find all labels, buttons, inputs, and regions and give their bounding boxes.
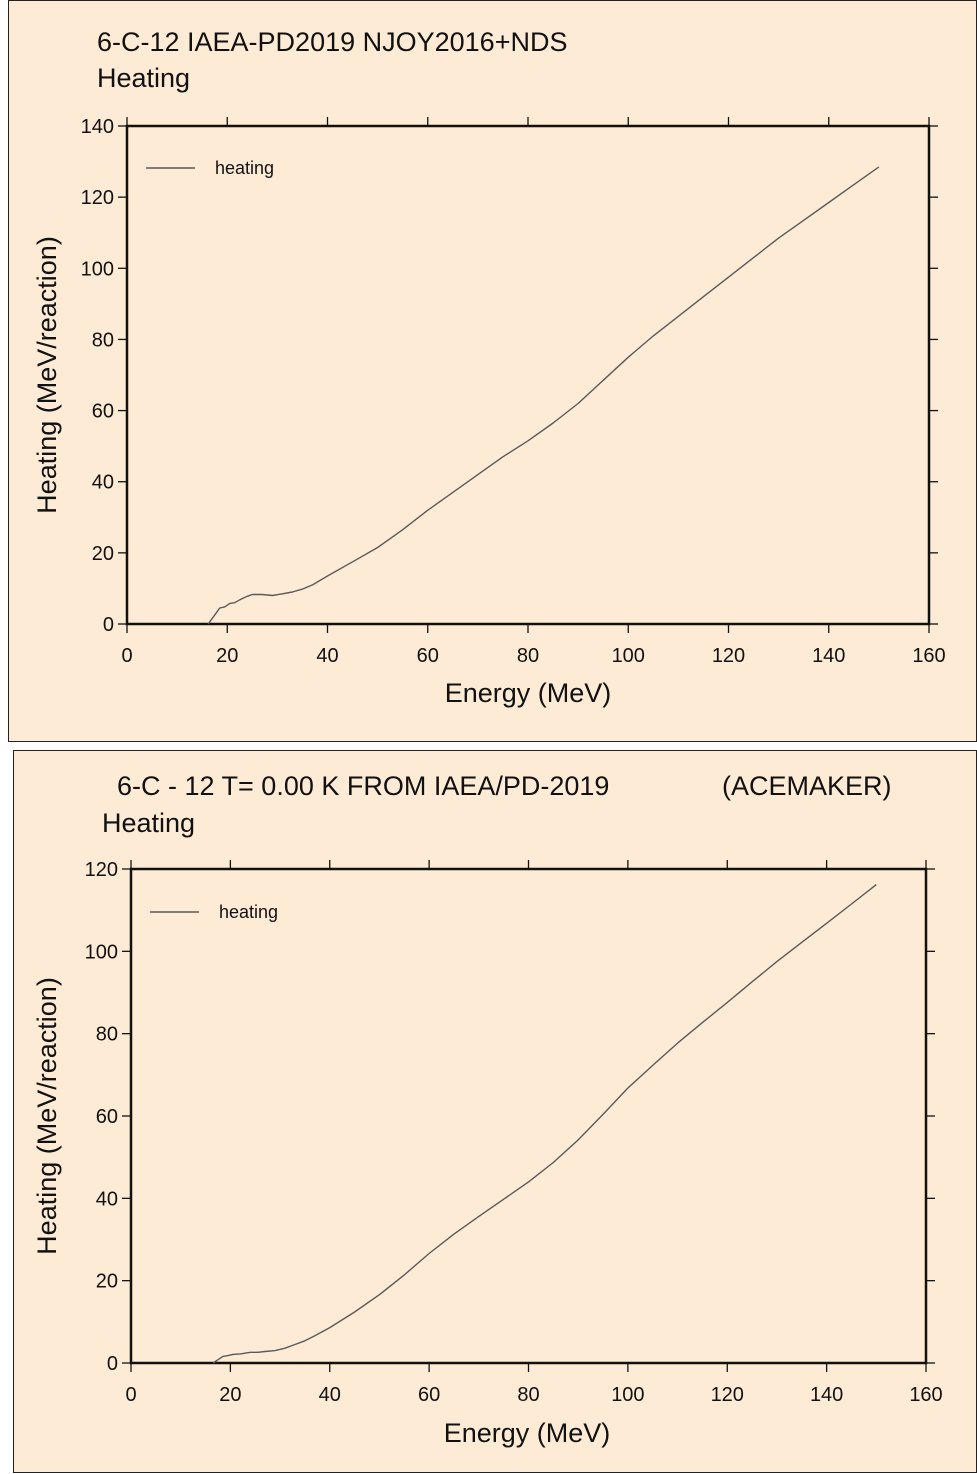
chart-panel-bottom: 6-C - 12 T= 0.00 K FROM IAEA/PD-2019 (ACE… <box>13 750 977 1473</box>
y-tick-label: 60 <box>92 401 114 423</box>
y-tick-label: 40 <box>92 472 114 494</box>
x-tick-label: 60 <box>417 645 439 667</box>
x-tick-label: 120 <box>712 645 745 667</box>
y-tick-label: 120 <box>85 859 118 881</box>
x-tick-label: 140 <box>812 645 845 667</box>
x-tick-label: 0 <box>121 645 132 667</box>
y-tick-label: 20 <box>96 1271 118 1293</box>
x-tick-label: 160 <box>912 645 945 667</box>
plot-frame <box>129 867 928 1365</box>
plot-frame <box>125 124 931 626</box>
chart-title: 6-C - 12 T= 0.00 K FROM IAEA/PD-2019 <box>117 771 609 801</box>
series-line-heating <box>207 166 880 625</box>
y-axis-label: Heating (MeV/reaction) <box>32 977 62 1255</box>
x-tick-label: 40 <box>319 1384 341 1406</box>
y-tick-label: 80 <box>96 1024 118 1046</box>
heating-chart-acemaker: 6-C - 12 T= 0.00 K FROM IAEA/PD-2019 (ACE… <box>32 771 943 1448</box>
x-tick-label: 20 <box>219 1384 241 1406</box>
x-tick-label: 120 <box>711 1384 744 1406</box>
y-tick-label: 80 <box>92 329 114 351</box>
chart-subtitle: Heating <box>102 808 195 838</box>
x-tick-label: 160 <box>909 1384 942 1406</box>
chart-title: 6-C-12 IAEA-PD2019 NJOY2016+NDS <box>97 27 567 57</box>
chart-panel-top: 6-C-12 IAEA-PD2019 NJOY2016+NDS Heating 0 2… <box>8 0 977 742</box>
legend-label: heating <box>215 158 274 178</box>
y-tick-label: 140 <box>81 116 114 138</box>
y-tick-label: 100 <box>81 258 114 280</box>
y-tick-label: 120 <box>81 187 114 209</box>
y-axis-label: Heating (MeV/reaction) <box>32 236 62 514</box>
y-tick-label: 40 <box>96 1188 118 1210</box>
x-tick-label: 100 <box>612 645 645 667</box>
series-line-heating <box>212 884 877 1364</box>
y-tick-label: 20 <box>92 543 114 565</box>
x-tick-label: 80 <box>517 645 539 667</box>
y-tick-label: 0 <box>103 614 114 636</box>
x-axis-label: Energy (MeV) <box>445 678 612 708</box>
x-tick-label: 140 <box>810 1384 843 1406</box>
heating-chart-njoy: 6-C-12 IAEA-PD2019 NJOY2016+NDS Heating 0 2… <box>32 27 946 708</box>
y-tick-label: 60 <box>96 1106 118 1128</box>
x-tick-label: 100 <box>611 1384 644 1406</box>
legend-label: heating <box>219 902 278 922</box>
chart-subtitle: Heating <box>97 63 190 93</box>
x-tick-label: 60 <box>418 1384 440 1406</box>
y-tick-label: 100 <box>85 941 118 963</box>
x-tick-label: 20 <box>216 645 238 667</box>
x-axis-label: Energy (MeV) <box>444 1418 611 1448</box>
x-tick-label: 80 <box>517 1384 539 1406</box>
x-tick-label: 40 <box>316 645 338 667</box>
y-tick-label: 0 <box>107 1353 118 1375</box>
x-tick-label: 0 <box>125 1384 136 1406</box>
chart-title-source: (ACEMAKER) <box>722 771 892 801</box>
